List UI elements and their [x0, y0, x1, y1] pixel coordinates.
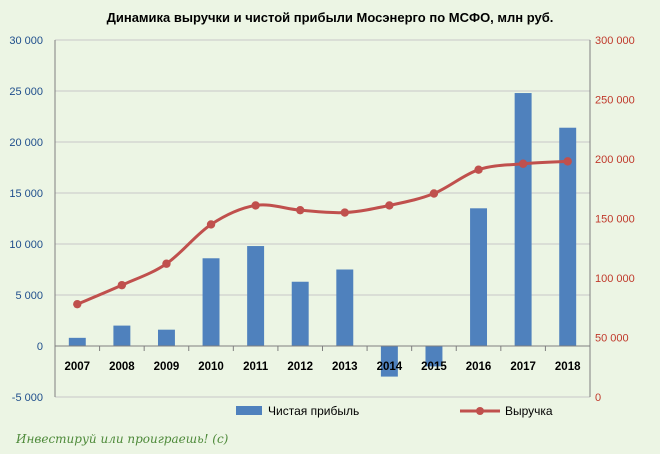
- y-left-tick-label: 0: [37, 341, 43, 353]
- revenue-point: [385, 201, 394, 210]
- x-tick-label: 2011: [243, 361, 269, 373]
- y-left-tick-label: 20 000: [9, 137, 43, 149]
- x-tick-label: 2010: [198, 361, 224, 373]
- x-tick-label: 2014: [377, 361, 403, 373]
- bar: [68, 337, 86, 346]
- y-right-tick-label: 300 000: [595, 35, 635, 47]
- chart-title: Динамика выручки и чистой прибыли Мосэне…: [107, 10, 554, 25]
- revenue-point: [251, 201, 260, 210]
- bar: [157, 329, 175, 346]
- revenue-point: [518, 159, 528, 168]
- bar: [380, 346, 398, 377]
- revenue-point: [73, 299, 82, 309]
- y-left-tick-label: 10 000: [9, 239, 43, 251]
- gridlines: [55, 39, 590, 398]
- legend-label-profit: Чистая прибыль: [268, 404, 359, 418]
- bar: [113, 325, 131, 346]
- axes: [54, 40, 591, 397]
- revenue-line: [76, 159, 568, 306]
- x-tick-label: 2008: [109, 361, 135, 373]
- y-right-tick-label: 0: [595, 392, 601, 404]
- x-tick-label: 2018: [555, 361, 581, 373]
- revenue-point: [563, 157, 572, 166]
- revenue-point: [117, 280, 127, 290]
- revenue-point: [429, 189, 439, 198]
- revenue-point: [474, 165, 483, 174]
- revenue-point: [206, 220, 216, 229]
- x-tick-label: 2013: [332, 361, 358, 373]
- legend-marker-revenue: [476, 407, 484, 415]
- bar: [247, 246, 265, 346]
- y-right-tick-label: 250 000: [595, 95, 635, 107]
- bar: [425, 346, 443, 367]
- bar: [202, 258, 220, 346]
- x-tick-label: 2012: [287, 361, 313, 373]
- line-series: [73, 157, 572, 309]
- y-left-tick-label: 5 000: [15, 290, 43, 302]
- y-left-tick-label: -5 000: [12, 392, 43, 404]
- x-tick-label: 2016: [466, 361, 492, 373]
- bar: [514, 93, 532, 346]
- bar: [291, 281, 309, 346]
- y-right-tick-label: 150 000: [595, 214, 635, 226]
- revenue-point: [296, 205, 305, 215]
- revenue-point: [162, 259, 171, 268]
- y-left-tick-label: 30 000: [9, 35, 43, 47]
- legend-swatch-profit: [236, 406, 262, 415]
- legend: Чистая прибыль Выручка: [236, 404, 553, 418]
- y-right-tick-label: 50 000: [595, 333, 629, 345]
- watermark: Инвестируй или проиграешь! (с): [15, 432, 229, 446]
- legend-label-revenue: Выручка: [505, 404, 553, 418]
- bar: [470, 208, 488, 346]
- bar: [336, 269, 354, 346]
- bar-series: [68, 93, 577, 377]
- x-tick-label: 2007: [64, 361, 90, 373]
- y-left-tick-label: 15 000: [9, 188, 43, 200]
- tick-labels: -5 000 0 5 000 10 000 15 000 20 000 25 000 30 0…: [9, 35, 634, 404]
- revenue-point: [340, 208, 349, 217]
- y-right-tick-label: 100 000: [595, 273, 635, 285]
- x-tick-label: 2015: [421, 361, 447, 373]
- x-tick-label: 2009: [154, 361, 180, 373]
- x-tick-label: 2017: [510, 361, 536, 373]
- y-right-tick-label: 200 000: [595, 154, 635, 166]
- y-left-tick-label: 25 000: [9, 86, 43, 98]
- bar: [559, 127, 577, 346]
